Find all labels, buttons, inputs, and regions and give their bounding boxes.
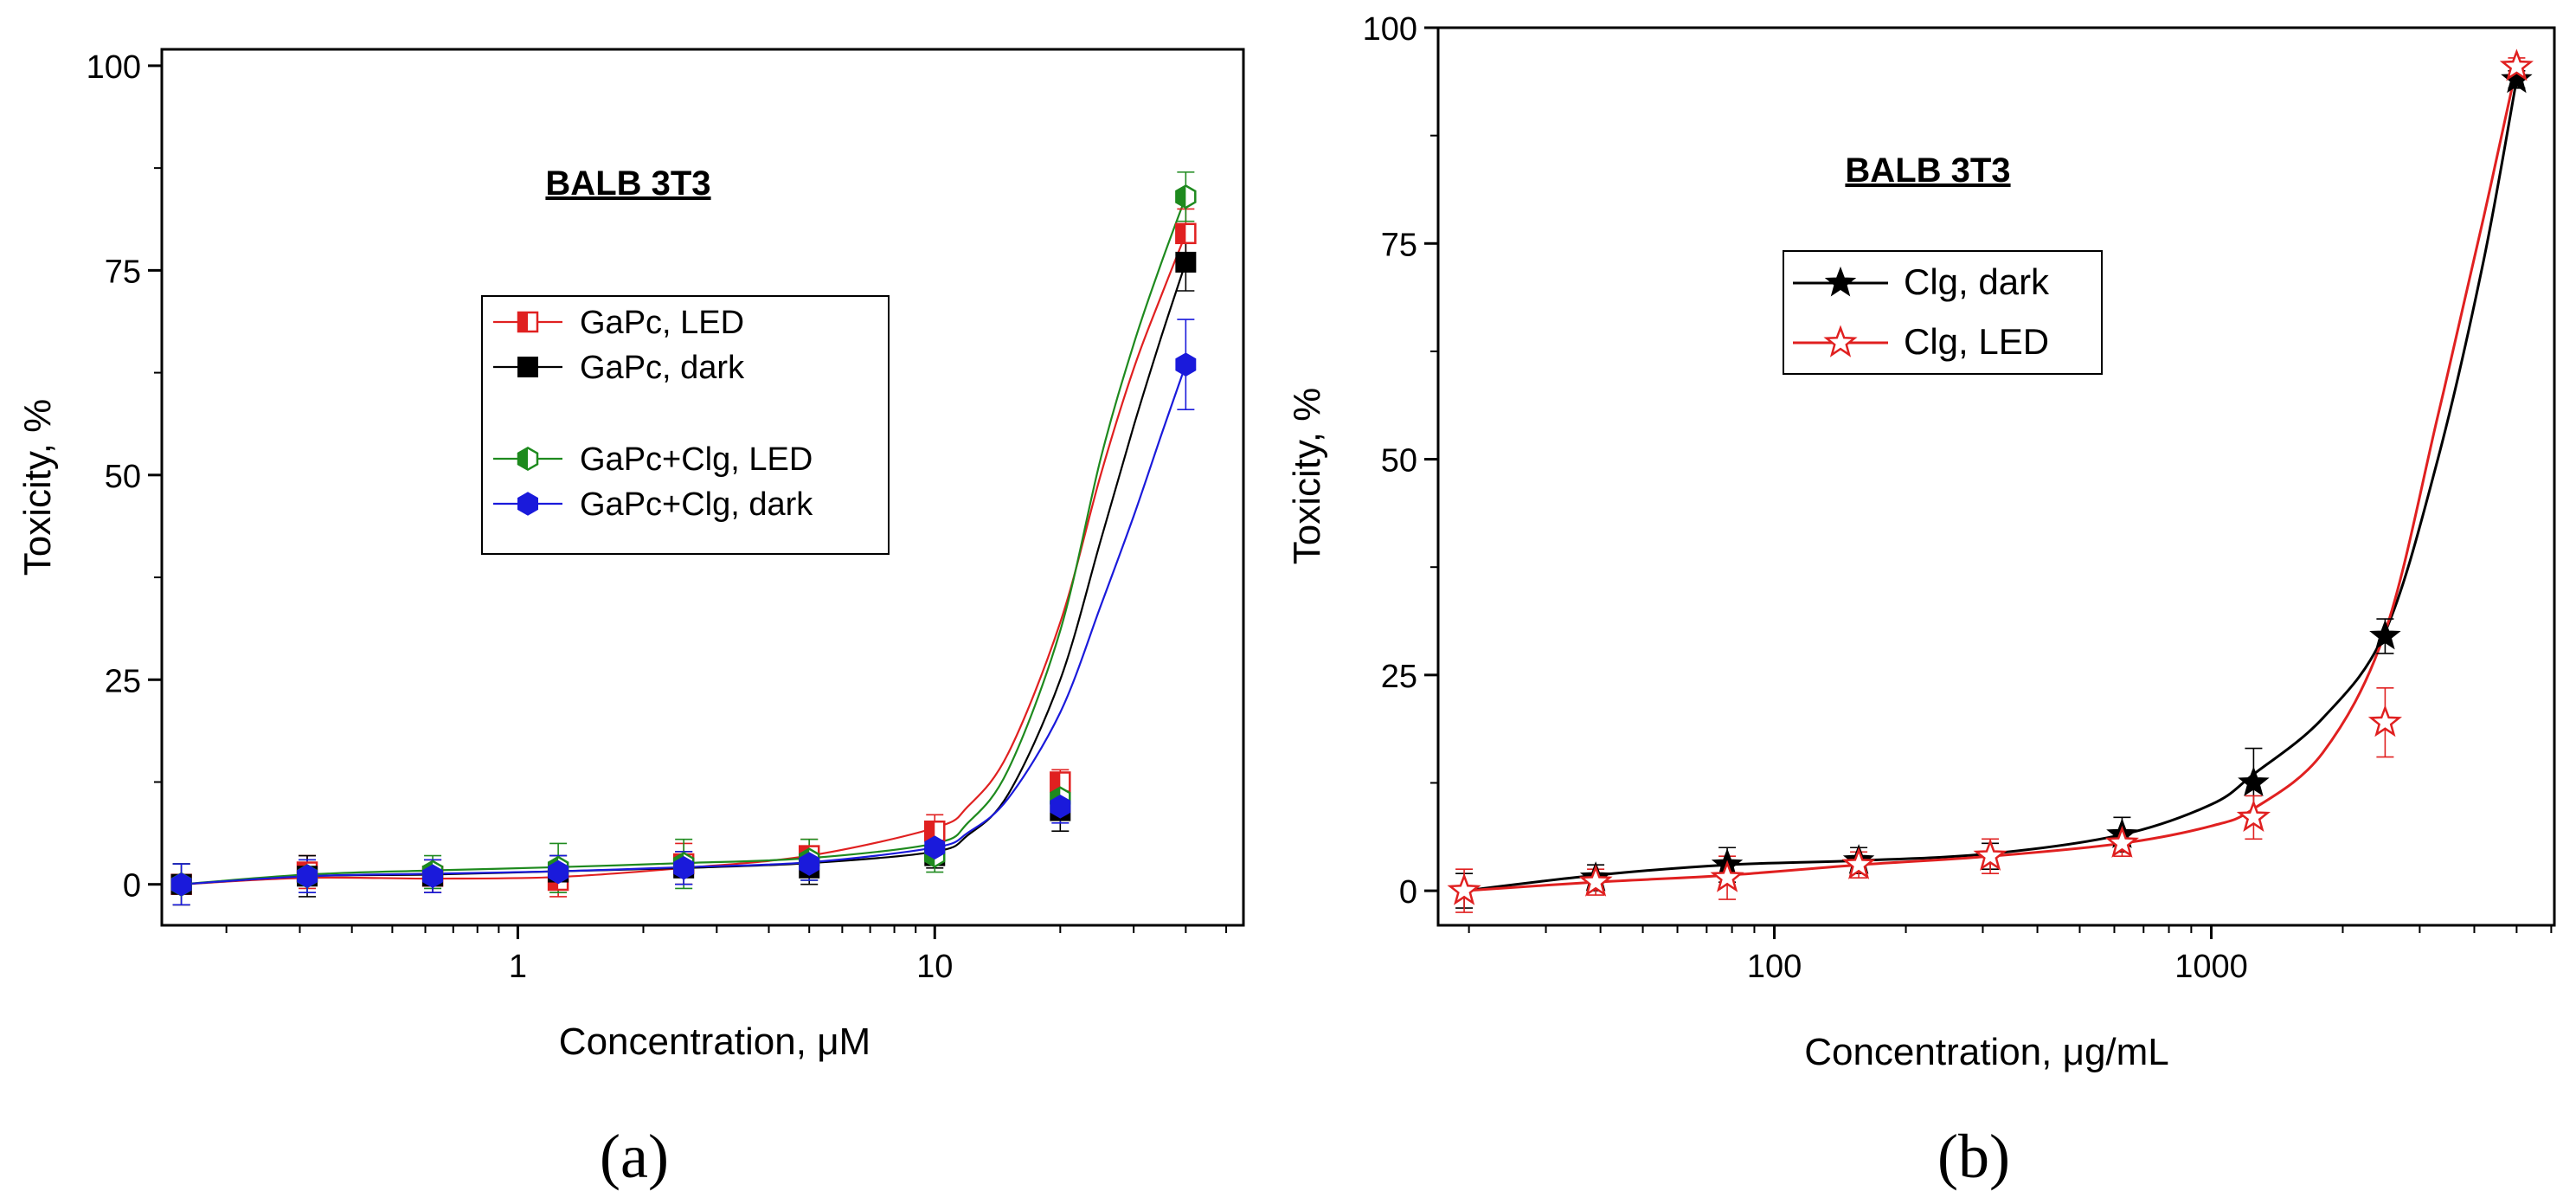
legend-marker	[517, 492, 538, 516]
y-tick-label: 100	[87, 49, 141, 86]
panel-label-a: (a)	[600, 1122, 669, 1191]
data-point	[2238, 766, 2270, 796]
data-point	[1050, 795, 1071, 819]
axis-ticks-a: 0 25 50 75 100 1 10	[87, 49, 1228, 985]
x-tick-label: 10	[916, 949, 953, 985]
data-point	[1973, 838, 2007, 871]
x-axis-label-a: Concentration, μM	[559, 1021, 870, 1063]
legend-item: Clg, dark	[1793, 261, 2050, 302]
legend-marker	[1823, 325, 1858, 357]
legend-label: GaPc+Clg, LED	[580, 441, 813, 478]
legend-items-b: Clg, dark Clg, LED	[1793, 261, 2050, 362]
data-point	[2369, 619, 2401, 650]
data-point	[2367, 705, 2402, 737]
data-point	[1710, 860, 1744, 892]
panel-b: 0 25 50 75 100 100 1000 BALB 3T3 Concentration…	[1286, 11, 2556, 1191]
y-tick-label: 75	[105, 254, 141, 290]
y-axis-label-b: Toxicity, %	[1286, 388, 1328, 565]
chart-title-b: BALB 3T3	[1845, 151, 2010, 190]
data-point	[297, 864, 318, 889]
legend-item: GaPc, LED	[493, 305, 744, 341]
legend-item: Clg, LED	[1793, 321, 2049, 362]
data-point	[2236, 799, 2271, 832]
legend-a: GaPc, LED GaPc, dark GaPc+Clg, LED GaPc+Clg…	[481, 295, 890, 555]
y-tick-label: 100	[1363, 11, 1417, 48]
legend-marker	[517, 357, 538, 377]
legend-label: GaPc, LED	[580, 305, 744, 341]
data-point	[1175, 222, 1197, 245]
data-point	[422, 864, 443, 889]
data-point	[1841, 847, 1876, 879]
y-tick-label: 0	[1399, 874, 1417, 911]
axis-ticks-b: 0 25 50 75 100 100 1000	[1363, 11, 2553, 985]
fit-curves-b	[1463, 66, 2518, 892]
data-point	[2501, 62, 2533, 93]
legend-item: GaPc+Clg, dark	[493, 486, 813, 523]
y-tick-label: 0	[123, 868, 141, 905]
legend-item: GaPc, dark	[493, 350, 745, 386]
panel-label-b: (b)	[1937, 1122, 2010, 1191]
legend-box-b	[1783, 250, 2103, 375]
legend-label: GaPc, dark	[580, 350, 745, 386]
y-tick-label: 75	[1381, 227, 1417, 263]
x-tick-label: 1	[509, 949, 527, 985]
x-tick-label: 1000	[2175, 949, 2248, 985]
y-axis-label-a: Toxicity, %	[16, 399, 59, 576]
legend-b: Clg, dark Clg, LED	[1783, 250, 2103, 375]
y-tick-label: 25	[1381, 659, 1417, 695]
legend-label: Clg, dark	[1904, 261, 2050, 302]
legend-box-a	[481, 295, 890, 555]
data-point	[2104, 825, 2139, 858]
legend-marker	[517, 311, 539, 333]
data-point	[924, 835, 946, 860]
chart-title-a: BALB 3T3	[545, 164, 710, 203]
panel-a: 0 25 50 75 100 1 10 BALB 3T3 Concentration, μM…	[16, 48, 1245, 1191]
plot-frame-b	[1436, 26, 2556, 927]
fit-curve-clg-dark	[1463, 79, 2518, 892]
legend-label: Clg, LED	[1904, 321, 2049, 362]
data-point	[2499, 48, 2534, 81]
data-point	[1175, 251, 1197, 273]
fit-curve-clg-led	[1464, 66, 2518, 892]
data-point	[1175, 352, 1197, 377]
x-tick-label: 100	[1747, 949, 1802, 985]
y-tick-label: 25	[105, 663, 141, 699]
data-point	[1175, 184, 1197, 209]
legend-item: GaPc+Clg, LED	[493, 441, 813, 478]
legend-marker	[517, 446, 539, 472]
y-tick-label: 50	[105, 459, 141, 495]
data-marks-b	[1447, 48, 2534, 913]
y-tick-label: 50	[1381, 443, 1417, 480]
data-point	[673, 855, 695, 880]
data-point	[1578, 864, 1613, 897]
data-point	[799, 852, 820, 876]
plot-frame-a	[160, 48, 1245, 927]
data-point	[1447, 872, 1481, 905]
data-point	[1050, 771, 1071, 793]
legend-marker	[1824, 266, 1857, 297]
x-axis-label-b: Concentration, μg/mL	[1804, 1031, 2169, 1073]
data-marks-a	[170, 171, 1197, 906]
legend-label: GaPc+Clg, dark	[580, 486, 813, 523]
data-point	[548, 860, 569, 885]
data-point	[170, 872, 192, 897]
legend-items-a: GaPc, LED GaPc, dark GaPc+Clg, LED GaPc+Clg…	[493, 305, 813, 523]
